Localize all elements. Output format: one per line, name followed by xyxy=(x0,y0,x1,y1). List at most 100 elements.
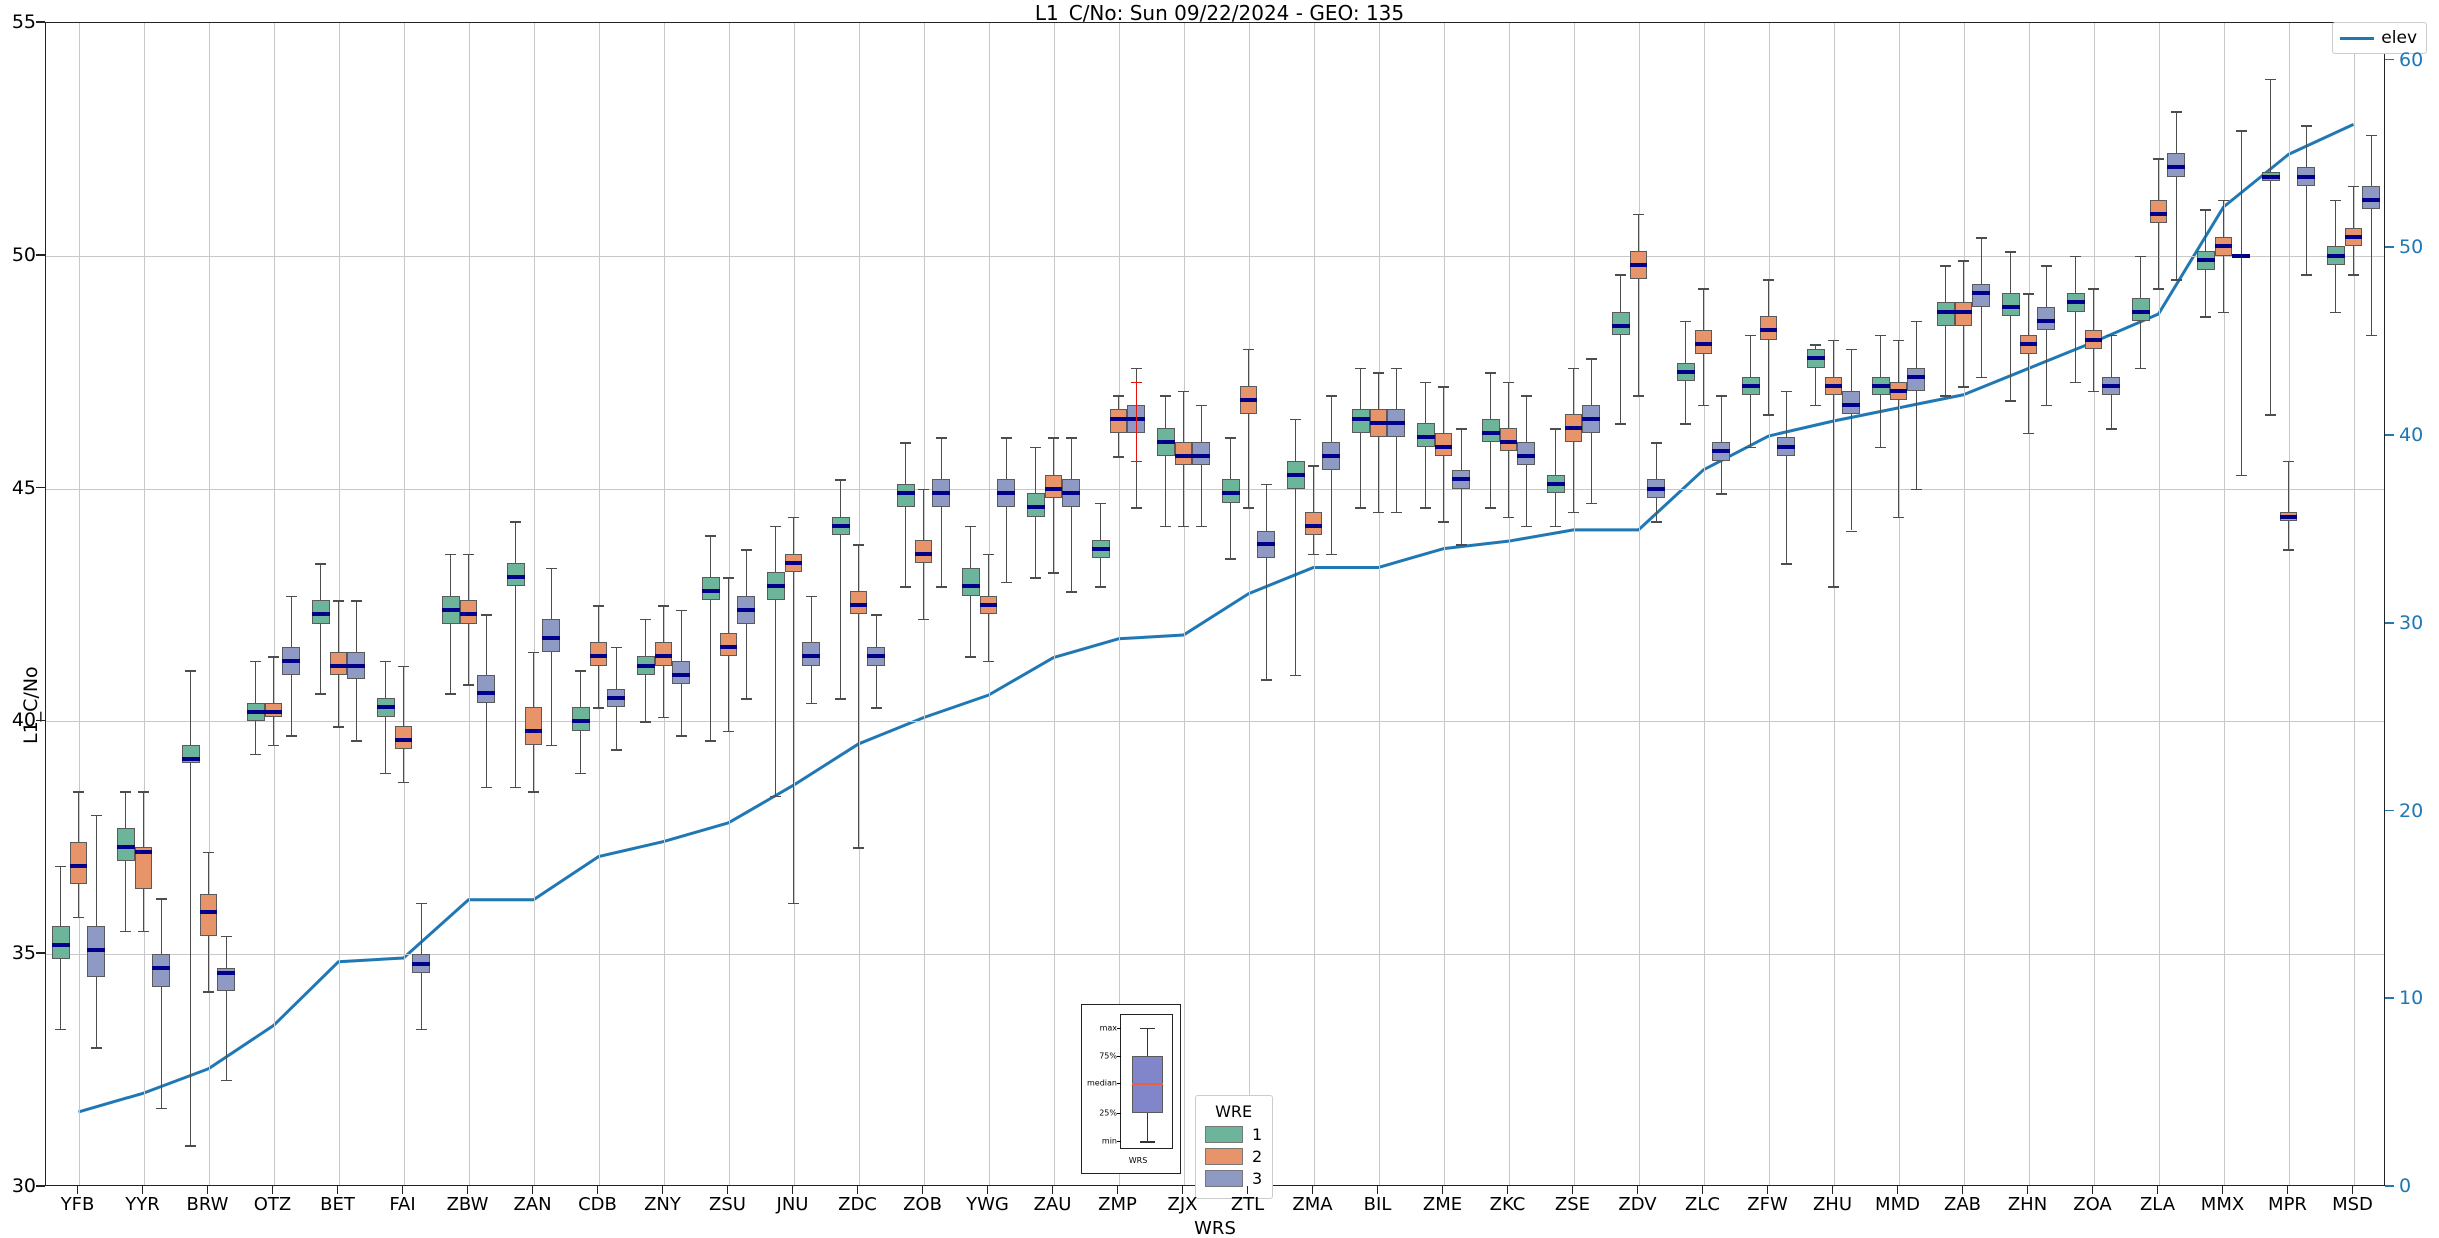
boxplot-median xyxy=(524,728,543,733)
boxplot-whisker-cap-min xyxy=(380,772,391,775)
x-axis-tick-label: ZLC xyxy=(1685,1194,1720,1215)
boxplot-box[interactable] xyxy=(1499,428,1518,452)
boxplot-whisker-cap-max xyxy=(575,670,586,672)
boxplot-box[interactable] xyxy=(2001,293,2020,317)
boxplot-box[interactable] xyxy=(1221,479,1240,503)
boxplot-box[interactable] xyxy=(87,926,106,978)
boxplot-whisker-cap-max xyxy=(1420,381,1431,383)
boxplot-box[interactable] xyxy=(1694,330,1713,354)
wre-legend-item[interactable]: 1 xyxy=(1205,1125,1262,1144)
boxplot-box[interactable] xyxy=(542,618,561,652)
boxplot-median xyxy=(1322,454,1341,458)
boxplot-box[interactable] xyxy=(654,642,673,666)
boxplot-box[interactable] xyxy=(1351,409,1370,433)
boxplot-box[interactable] xyxy=(524,707,543,745)
boxplot-box[interactable] xyxy=(896,483,915,508)
boxplot-box[interactable] xyxy=(1044,474,1063,498)
boxplot-whisker-cap-min xyxy=(2135,367,2146,370)
boxplot-box[interactable] xyxy=(961,567,980,596)
boxplot-whisker xyxy=(904,442,907,587)
boxplot-box[interactable] xyxy=(1972,283,1991,307)
boxplot-box[interactable] xyxy=(116,828,135,862)
wre-legend-title: WRE xyxy=(1215,1102,1253,1121)
key-tick xyxy=(1117,1082,1121,1084)
y-axis-tick-label-right: 50 xyxy=(2399,236,2424,259)
boxplot-box[interactable] xyxy=(134,847,153,889)
boxplot-box[interactable] xyxy=(914,539,933,564)
boxplot-whisker-cap-min xyxy=(1438,521,1449,523)
boxplot-box[interactable] xyxy=(2131,297,2150,321)
wre-legend-item[interactable]: 2 xyxy=(1205,1147,1262,1166)
y-axis-tick-mark-left xyxy=(36,254,45,256)
wre-legend[interactable]: WRE 1 2 3 xyxy=(1195,1095,1274,1199)
gridline-vertical xyxy=(403,23,405,1185)
boxplot-whisker-cap-max xyxy=(2088,288,2099,290)
boxplot-box[interactable] xyxy=(1304,511,1323,536)
boxplot-whisker-cap-max xyxy=(705,535,716,537)
boxplot-whisker-cap-min xyxy=(546,744,557,747)
boxplot-box[interactable] xyxy=(719,632,738,657)
x-axis-tick-mark xyxy=(1636,1186,1639,1194)
boxplot-whisker-cap-min xyxy=(1615,423,1626,425)
boxplot-box[interactable] xyxy=(1936,302,1955,326)
boxplot-box[interactable] xyxy=(1026,493,1045,517)
boxplot-whisker-cap-min xyxy=(2171,279,2182,281)
boxplot-box[interactable] xyxy=(571,707,590,731)
boxplot-box[interactable] xyxy=(51,926,70,959)
boxplot-box[interactable] xyxy=(152,954,171,987)
gridline-vertical xyxy=(2288,23,2290,1185)
boxplot-box[interactable] xyxy=(802,642,821,666)
boxplot-box[interactable] xyxy=(701,577,720,601)
boxplot-whisker xyxy=(1944,265,1947,396)
x-axis-tick-mark xyxy=(466,1186,469,1194)
boxplot-box[interactable] xyxy=(1174,442,1193,466)
boxplot-box[interactable] xyxy=(477,674,496,703)
boxplot-box[interactable] xyxy=(506,563,525,587)
boxplot-box[interactable] xyxy=(1842,390,1861,415)
boxplot-whisker-cap-max xyxy=(1355,367,1366,370)
boxplot-box[interactable] xyxy=(1192,442,1211,466)
boxplot-whisker-cap-min xyxy=(1391,511,1402,514)
boxplot-whisker-cap-max xyxy=(2135,255,2146,258)
boxplot-whisker-cap-min xyxy=(203,991,214,993)
boxplot-box[interactable] xyxy=(1416,423,1435,447)
boxplot-median xyxy=(2131,309,2150,314)
boxplot-median xyxy=(766,584,785,589)
x-axis-tick-label: MMD xyxy=(1875,1194,1920,1215)
boxplot-box[interactable] xyxy=(672,660,691,685)
elev-legend[interactable]: elev xyxy=(2332,22,2427,54)
boxplot-box[interactable] xyxy=(2037,307,2056,331)
boxplot-box[interactable] xyxy=(199,893,218,936)
boxplot-whisker xyxy=(2175,111,2178,280)
boxplot-box[interactable] xyxy=(459,600,478,624)
boxplot-box[interactable] xyxy=(311,600,330,624)
boxplot-box[interactable] xyxy=(1109,409,1128,433)
boxplot-box[interactable] xyxy=(1759,316,1778,340)
boxplot-whisker-cap-max xyxy=(1438,386,1449,388)
boxplot-box[interactable] xyxy=(1611,311,1630,335)
x-axis-tick-label: ZOA xyxy=(2073,1194,2112,1215)
boxplot-box[interactable] xyxy=(589,642,608,666)
boxplot-median xyxy=(394,738,413,743)
boxplot-box[interactable] xyxy=(1434,432,1453,456)
boxplot-median xyxy=(1091,547,1110,552)
boxplot-box[interactable] xyxy=(1954,302,1973,326)
boxplot-whisker-cap-max xyxy=(286,595,297,598)
boxplot-box[interactable] xyxy=(1517,442,1536,466)
boxplot-box[interactable] xyxy=(2149,199,2168,224)
boxplot-whisker-cap-min xyxy=(835,698,846,700)
x-axis-tick-label: ZMA xyxy=(1292,1194,1333,1215)
wre-legend-item[interactable]: 3 xyxy=(1205,1169,1262,1188)
boxplot-box[interactable] xyxy=(2362,185,2381,210)
boxplot-box[interactable] xyxy=(1907,367,1926,391)
boxplot-box[interactable] xyxy=(2167,153,2186,177)
boxplot-box[interactable] xyxy=(329,651,348,675)
x-axis-tick-mark xyxy=(1441,1186,1444,1194)
boxplot-median xyxy=(1517,454,1536,458)
boxplot-box[interactable] xyxy=(849,591,868,615)
boxplot-box[interactable] xyxy=(394,726,413,750)
boxplot-box[interactable] xyxy=(69,842,88,885)
boxplot-median xyxy=(1611,323,1630,328)
y-axis-tick-mark-left xyxy=(36,952,45,954)
boxplot-box[interactable] xyxy=(1481,418,1500,443)
